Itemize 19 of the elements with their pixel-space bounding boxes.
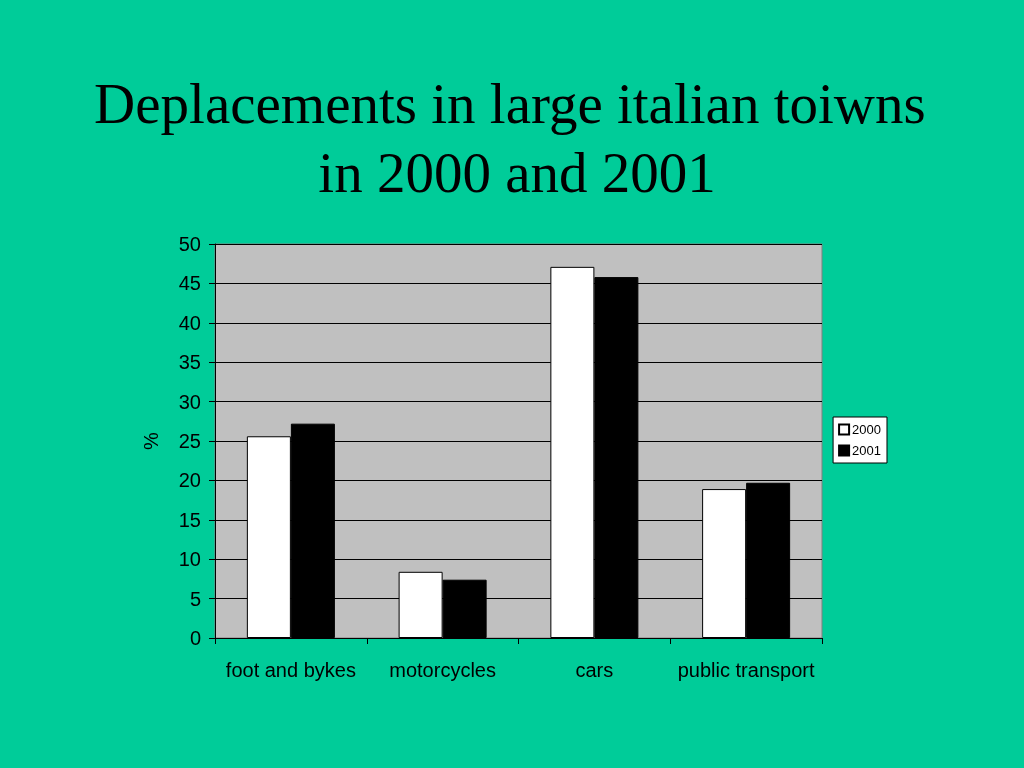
- x-tick-label: motorcycles: [389, 659, 496, 681]
- y-tick-label: 35: [178, 351, 201, 374]
- y-tick-label: 10: [178, 548, 201, 571]
- y-tick-label: 25: [178, 430, 201, 452]
- y-tick-label: 40: [178, 311, 201, 334]
- legend-label: 2001: [852, 443, 881, 458]
- y-tick-label: 50: [178, 233, 201, 255]
- chart-title: Deplacements in large italian toiwns in 2000 and 2001: [94, 72, 940, 204]
- y-tick-label: 45: [178, 272, 201, 295]
- y-axis-title: %: [140, 431, 162, 450]
- y-tick-label: 15: [178, 508, 201, 531]
- y-tick-label: 30: [178, 390, 201, 413]
- y-tick-label: 5: [189, 587, 201, 610]
- y-tick-label: 0: [189, 627, 201, 649]
- legend-label: 2000: [852, 422, 881, 437]
- x-tick-label: public transport: [677, 659, 815, 681]
- x-tick-label: foot and bykes: [225, 659, 356, 681]
- y-tick-label: 20: [178, 469, 201, 492]
- x-tick-label: cars: [575, 659, 614, 681]
